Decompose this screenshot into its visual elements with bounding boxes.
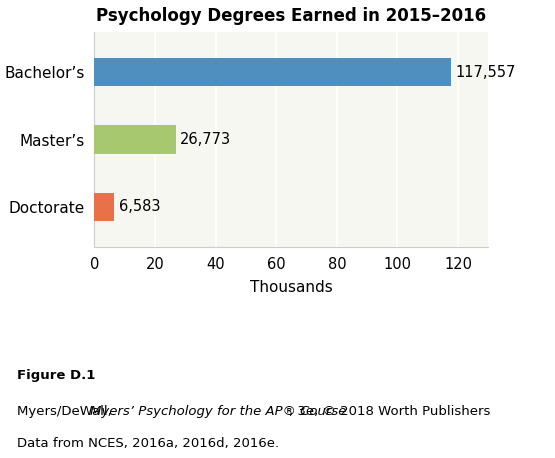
Bar (94, 58, 451, 87)
Title: Psychology Degrees Earned in 2015–2016: Psychology Degrees Earned in 2015–2016 (97, 7, 486, 25)
Text: , 3e, © 2018 Worth Publishers: , 3e, © 2018 Worth Publishers (289, 405, 490, 418)
Bar (94, 125, 175, 154)
Text: Figure D.1: Figure D.1 (17, 369, 95, 382)
Text: Myers/DeWall,: Myers/DeWall, (17, 405, 115, 418)
Text: 26,773: 26,773 (180, 132, 231, 147)
Text: Myers’ Psychology for the AP® Course: Myers’ Psychology for the AP® Course (90, 405, 346, 418)
Text: Data from NCES, 2016a, 2016d, 2016e.: Data from NCES, 2016a, 2016d, 2016e. (17, 437, 279, 450)
Text: 6,583: 6,583 (119, 199, 160, 214)
Bar (94, 193, 114, 221)
Text: 117,557: 117,557 (455, 65, 516, 80)
X-axis label: Thousands: Thousands (250, 280, 333, 295)
